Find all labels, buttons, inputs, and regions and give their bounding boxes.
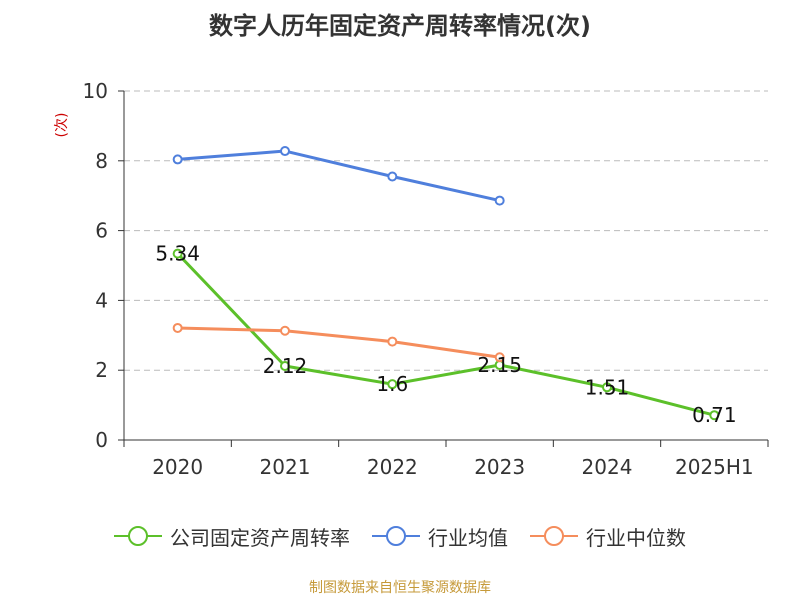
series-1-point-2023 bbox=[494, 195, 505, 206]
series-line-0 bbox=[176, 252, 715, 417]
y-axis-label: (次) bbox=[54, 113, 70, 138]
data-label-2021: 2.12 bbox=[263, 354, 308, 378]
legend-label-industry-median: 行业中位数 bbox=[586, 525, 686, 550]
chart-title: 数字人历年固定资产周转率情况(次) bbox=[209, 12, 591, 40]
y-tick-label-6: 6 bbox=[95, 219, 108, 243]
legend-marker-company bbox=[114, 526, 162, 546]
x-tick-label-2021: 2021 bbox=[260, 455, 311, 479]
legend-marker-industry-mean bbox=[372, 526, 420, 546]
series-1-point-2021 bbox=[280, 146, 290, 157]
y-tick-label-4: 4 bbox=[95, 288, 108, 312]
series-2-point-2021 bbox=[280, 325, 290, 336]
x-tick-label-2022: 2022 bbox=[367, 455, 418, 479]
legend-label-company: 公司固定资产周转率 bbox=[170, 525, 350, 550]
series-line-2 bbox=[177, 326, 500, 359]
series-line-1 bbox=[177, 149, 500, 203]
x-tick-label-2023: 2023 bbox=[474, 455, 525, 479]
series-0-point-2024 bbox=[602, 382, 612, 393]
y-tick-label-0: 0 bbox=[95, 428, 108, 452]
series-2-point-2020 bbox=[172, 322, 183, 333]
series-2-point-2022 bbox=[387, 336, 398, 347]
axes: 0 2 4 6 8 10 2020 2021 2022 2023 2024 2025H1 bbox=[83, 79, 769, 479]
series-2-point-2023 bbox=[494, 352, 505, 363]
data-source-note: 制图数据来自恒生聚源数据库 bbox=[309, 580, 491, 596]
data-label-2022: 1.6 bbox=[376, 372, 408, 396]
legend-item-industry-mean[interactable]: 行业均值 bbox=[372, 522, 508, 551]
y-tick-label-2: 2 bbox=[95, 358, 108, 382]
legend-label-industry-mean: 行业均值 bbox=[428, 525, 508, 550]
grid-lines bbox=[124, 90, 768, 371]
legend-marker-industry-median bbox=[530, 526, 578, 546]
series-0-point-2020 bbox=[172, 248, 183, 259]
series-0-point-2022 bbox=[387, 379, 398, 390]
x-tick-label-2024: 2024 bbox=[582, 455, 633, 479]
x-tick-label-2020: 2020 bbox=[152, 455, 203, 479]
y-tick-label-10: 10 bbox=[83, 79, 108, 103]
y-tick-label-8: 8 bbox=[95, 149, 108, 173]
legend-item-industry-median[interactable]: 行业中位数 bbox=[530, 522, 686, 551]
series-0-point-2021 bbox=[280, 361, 290, 372]
series bbox=[172, 146, 720, 421]
data-labels: 5.34 2.12 1.6 2.15 1.51 0.71 bbox=[155, 242, 736, 428]
data-label-2025H1: 0.71 bbox=[692, 403, 737, 427]
data-label-2020: 5.34 bbox=[155, 242, 200, 266]
line-chart: 0 2 4 6 8 10 2020 2021 2022 2023 2024 2025H1 (次) 5.… bbox=[54, 79, 769, 479]
series-1-point-2020 bbox=[172, 154, 183, 165]
series-0-point-2025H1 bbox=[709, 410, 720, 421]
legend: 公司固定资产周转率 行业均值 行业中位数 bbox=[0, 520, 800, 552]
legend-item-company[interactable]: 公司固定资产周转率 bbox=[114, 522, 350, 551]
data-label-2023: 2.15 bbox=[477, 353, 522, 377]
x-tick-label-2025H1: 2025H1 bbox=[675, 455, 754, 479]
series-1-point-2022 bbox=[387, 171, 398, 182]
data-label-2024: 1.51 bbox=[585, 375, 630, 399]
